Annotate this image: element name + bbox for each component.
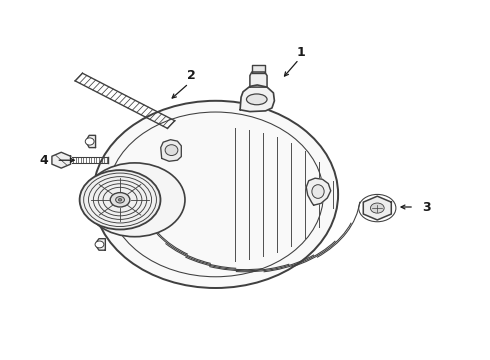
Polygon shape — [306, 178, 331, 205]
Ellipse shape — [370, 203, 384, 213]
Polygon shape — [52, 152, 71, 168]
Polygon shape — [240, 85, 274, 112]
Ellipse shape — [246, 94, 267, 105]
Text: 3: 3 — [422, 201, 431, 213]
Ellipse shape — [119, 199, 122, 201]
Text: 4: 4 — [40, 154, 49, 167]
Polygon shape — [252, 65, 265, 73]
Polygon shape — [363, 196, 392, 220]
Ellipse shape — [110, 193, 130, 207]
Polygon shape — [250, 72, 267, 87]
Text: 2: 2 — [187, 69, 196, 82]
Ellipse shape — [116, 197, 124, 203]
Ellipse shape — [312, 185, 324, 198]
Ellipse shape — [85, 163, 185, 237]
Polygon shape — [87, 135, 96, 148]
Polygon shape — [97, 239, 105, 250]
Ellipse shape — [85, 138, 94, 145]
Ellipse shape — [95, 241, 104, 248]
Polygon shape — [161, 140, 181, 161]
Text: 1: 1 — [297, 46, 306, 59]
Ellipse shape — [79, 170, 161, 230]
Ellipse shape — [93, 101, 338, 288]
Ellipse shape — [165, 145, 178, 156]
